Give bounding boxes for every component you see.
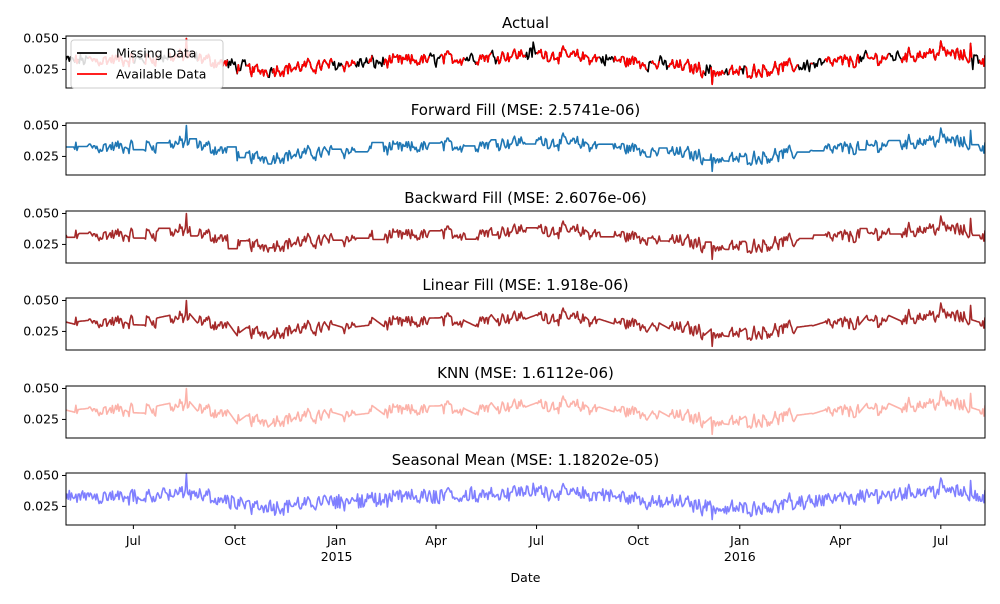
x-tick-label: Oct xyxy=(627,533,649,548)
panel-5: Seasonal Mean (MSE: 1.18202e-05) 0.025 0.0… xyxy=(23,451,986,585)
legend-label: Available Data xyxy=(116,67,206,82)
panel-series-group xyxy=(66,124,985,173)
panel-series-group xyxy=(66,387,985,436)
x-tick-label: Apr xyxy=(425,533,447,548)
panel-frame xyxy=(65,210,986,264)
panel-frame xyxy=(65,122,986,176)
x-tick-label: Jul xyxy=(125,533,141,548)
y-tick-label: 0.050 xyxy=(23,380,59,395)
panel-1: Forward Fill (MSE: 2.5741e-06) 0.025 0.050 xyxy=(23,101,986,176)
series-line-2-0 xyxy=(66,212,985,261)
series-line-5-0 xyxy=(66,473,985,521)
legend-box xyxy=(70,39,224,89)
x-tick-sublabel: 2015 xyxy=(321,549,353,564)
x-tick-label: Jan xyxy=(326,533,346,548)
panel-title: Backward Fill (MSE: 2.6076e-06) xyxy=(404,189,647,207)
y-tick-label: 0.025 xyxy=(23,236,59,251)
x-tick-label: Jul xyxy=(932,533,948,548)
panel-frame xyxy=(65,472,986,526)
x-axis-label: Date xyxy=(511,570,541,585)
y-tick-label: 0.025 xyxy=(23,61,59,76)
legend-label: Missing Data xyxy=(116,46,196,61)
panel-frame xyxy=(65,35,986,89)
panel-frame xyxy=(65,385,986,439)
series-line-1-0 xyxy=(66,124,985,173)
x-tick-label: Jan xyxy=(729,533,749,548)
panel-frame xyxy=(65,297,986,351)
x-tick-label: Oct xyxy=(224,533,246,548)
y-tick-label: 0.050 xyxy=(23,467,59,482)
panel-title: Seasonal Mean (MSE: 1.18202e-05) xyxy=(392,451,659,469)
panel-series-group xyxy=(66,473,985,521)
y-tick-label: 0.025 xyxy=(23,323,59,338)
y-tick-label: 0.025 xyxy=(23,411,59,426)
panel-title: Actual xyxy=(502,14,549,32)
y-tick-label: 0.025 xyxy=(23,498,59,513)
y-tick-label: 0.025 xyxy=(23,148,59,163)
panel-3: Linear Fill (MSE: 1.918e-06) 0.025 0.050 xyxy=(23,276,986,351)
x-tick-label: Apr xyxy=(829,533,851,548)
panel-title: Forward Fill (MSE: 2.5741e-06) xyxy=(411,101,641,119)
series-line-3-0 xyxy=(66,299,985,348)
legend: Missing Data Available Data xyxy=(70,39,224,89)
panel-2: Backward Fill (MSE: 2.6076e-06) 0.025 0.05… xyxy=(23,189,986,264)
x-tick-sublabel: 2016 xyxy=(724,549,756,564)
y-tick-label: 0.050 xyxy=(23,205,59,220)
panel-title: Linear Fill (MSE: 1.918e-06) xyxy=(422,276,628,294)
x-tick-label: Jul xyxy=(528,533,544,548)
y-tick-label: 0.050 xyxy=(23,292,59,307)
panel-title: KNN (MSE: 1.6112e-06) xyxy=(437,364,614,382)
panel-0: Actual 0.025 0.050 Missing Data Available Da… xyxy=(23,14,986,89)
panel-series-group xyxy=(66,299,985,348)
panel-series-group xyxy=(66,212,985,261)
y-tick-label: 0.050 xyxy=(23,117,59,132)
y-tick-label: 0.050 xyxy=(23,30,59,45)
series-line-4-0 xyxy=(66,387,985,436)
panel-4: KNN (MSE: 1.6112e-06) 0.025 0.050 xyxy=(23,364,986,439)
